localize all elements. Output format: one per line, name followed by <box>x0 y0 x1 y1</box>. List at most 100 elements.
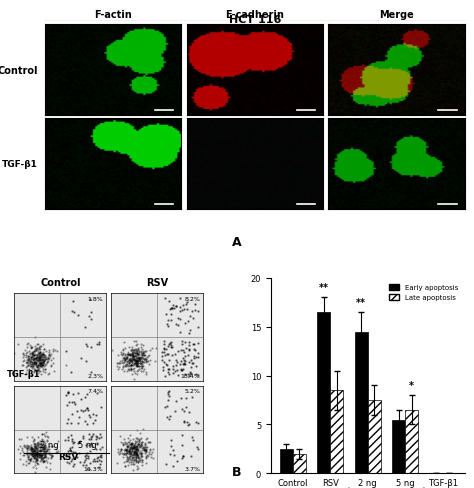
Point <box>148 448 156 456</box>
Point <box>144 438 152 446</box>
Point <box>149 454 156 462</box>
Point <box>128 370 136 378</box>
Point <box>18 361 26 369</box>
Point <box>52 346 59 354</box>
Point <box>34 348 42 356</box>
Point <box>128 350 136 358</box>
Point <box>27 354 35 362</box>
Point <box>122 449 130 457</box>
Point <box>169 305 176 312</box>
Point <box>134 446 141 453</box>
Point <box>140 443 147 451</box>
Point <box>41 442 48 449</box>
Point <box>37 352 45 360</box>
Point <box>134 443 141 451</box>
Point <box>130 449 138 457</box>
Point <box>14 340 22 348</box>
Point <box>164 316 172 324</box>
Point <box>181 361 189 368</box>
Point <box>172 303 180 310</box>
Point <box>118 365 125 373</box>
Point <box>133 356 140 364</box>
Point <box>30 368 38 376</box>
Point <box>69 455 76 463</box>
Point <box>23 348 31 356</box>
Point <box>133 350 141 358</box>
Point <box>23 433 30 441</box>
Point <box>28 433 36 441</box>
Point <box>128 442 135 449</box>
Point <box>177 366 185 374</box>
Point <box>41 445 48 453</box>
Point <box>38 451 46 459</box>
Point <box>118 446 125 453</box>
Legend: Early apoptosis, Late apoptosis: Early apoptosis, Late apoptosis <box>386 282 461 304</box>
Point <box>39 359 47 367</box>
Point <box>124 453 131 461</box>
Point <box>139 358 147 366</box>
Bar <box>317 312 330 473</box>
Point <box>124 357 132 365</box>
Point <box>127 444 134 452</box>
Point <box>167 304 174 312</box>
Point <box>130 356 138 364</box>
Point <box>121 356 129 364</box>
Point <box>32 353 40 361</box>
Point <box>40 356 48 364</box>
Point <box>117 445 125 452</box>
Point <box>30 454 38 462</box>
Point <box>85 430 92 438</box>
Point <box>143 453 150 461</box>
Point <box>181 338 189 346</box>
Point <box>138 357 146 365</box>
Point <box>119 439 127 447</box>
Point <box>24 355 32 363</box>
Point <box>135 345 142 352</box>
Point <box>123 453 131 461</box>
Point <box>179 360 187 368</box>
Point <box>180 360 188 368</box>
Point <box>86 447 94 455</box>
Point <box>118 356 126 364</box>
Point <box>146 438 154 446</box>
Point <box>23 447 31 454</box>
Point <box>42 447 50 455</box>
Point <box>138 441 146 448</box>
Point <box>137 343 145 351</box>
Point <box>26 457 34 465</box>
Point <box>41 448 49 456</box>
Point <box>130 456 138 464</box>
Point <box>132 439 139 447</box>
Point <box>35 353 42 361</box>
Point <box>138 456 146 464</box>
Text: 3.7%: 3.7% <box>184 466 201 471</box>
Point <box>171 407 179 415</box>
Point <box>134 359 142 367</box>
Point <box>37 354 45 362</box>
Point <box>120 359 128 366</box>
Point <box>24 445 31 452</box>
Point <box>138 439 146 447</box>
Point <box>43 444 50 451</box>
Point <box>23 444 30 452</box>
Point <box>179 354 186 362</box>
Point <box>67 431 74 439</box>
Point <box>148 345 156 352</box>
Point <box>82 407 89 414</box>
Point <box>128 444 136 452</box>
Point <box>194 446 201 453</box>
Point <box>19 358 27 366</box>
Point <box>135 357 142 365</box>
Point <box>32 450 39 458</box>
Point <box>27 455 34 463</box>
Point <box>169 446 177 454</box>
Point <box>35 345 43 352</box>
Point <box>121 357 129 365</box>
Point <box>119 450 127 458</box>
Point <box>93 454 100 462</box>
Point <box>27 355 35 363</box>
Point <box>54 448 61 456</box>
Point <box>116 359 123 367</box>
Point <box>130 451 137 459</box>
Point <box>41 448 49 456</box>
